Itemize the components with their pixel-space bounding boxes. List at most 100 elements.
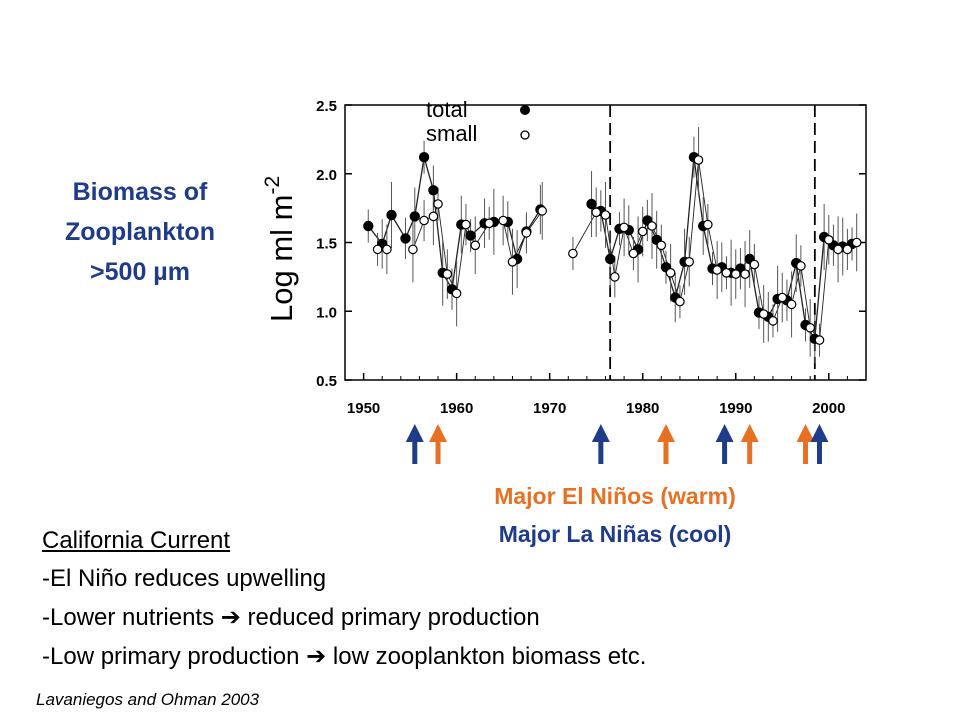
note-line-3-text-b: low zooplankton biomass etc. bbox=[326, 643, 647, 670]
el-nino-arrow-icon bbox=[429, 424, 448, 464]
right-arrow-icon: ➔ bbox=[220, 603, 241, 631]
data-point-small bbox=[740, 269, 750, 279]
side-title-line-3: >500 µm bbox=[90, 258, 190, 286]
data-point-small bbox=[372, 244, 383, 255]
data-point-small bbox=[656, 240, 667, 251]
data-point-total bbox=[363, 220, 374, 232]
data-point-small bbox=[442, 269, 453, 279]
legend-marker-small bbox=[520, 130, 530, 140]
el-nino-arrow-icon bbox=[796, 424, 815, 464]
data-point-small bbox=[842, 244, 853, 255]
data-point-small bbox=[702, 219, 713, 230]
data-point-small bbox=[619, 222, 629, 233]
el-nino-arrow-icon bbox=[740, 424, 759, 464]
note-line-1: -El Niño reduces upwelling bbox=[42, 560, 646, 598]
y-axis-label: Log ml m-2 bbox=[261, 176, 299, 322]
arrow-head bbox=[591, 424, 610, 442]
note-line-3-text-a: -Low primary production bbox=[42, 643, 307, 670]
data-point-small bbox=[521, 228, 532, 238]
y-tick-label-1.0: 1.0 bbox=[316, 304, 337, 321]
x-tick-label-1950: 1950 bbox=[347, 400, 380, 417]
data-point-small bbox=[805, 322, 815, 333]
la-nina-arrow-icon bbox=[810, 424, 829, 464]
la-nina-arrow-icon bbox=[405, 424, 424, 464]
data-point-small bbox=[749, 259, 760, 270]
series-line-total-0 bbox=[367, 157, 541, 292]
arrow-shaft bbox=[598, 436, 604, 464]
y-axis-label-superscript: -2 bbox=[261, 176, 284, 195]
data-point-small bbox=[408, 244, 418, 255]
x-tick-label-2000: 2000 bbox=[812, 400, 845, 417]
arrow-head bbox=[810, 424, 829, 442]
legend-label-small: small bbox=[426, 121, 477, 146]
legend-marker-total bbox=[520, 105, 530, 115]
data-point-small bbox=[786, 299, 797, 310]
data-point-small bbox=[568, 248, 578, 259]
legend-label-total: total bbox=[426, 97, 468, 122]
data-point-total bbox=[409, 211, 420, 222]
arrow-shaft bbox=[663, 436, 669, 464]
data-point-small bbox=[693, 155, 704, 165]
legend-el-nino: Major El Niños (warm) bbox=[494, 483, 736, 509]
side-title-line-1: Biomass of bbox=[72, 178, 208, 206]
data-point-total bbox=[465, 230, 476, 241]
data-point-small bbox=[537, 206, 547, 216]
data-point-small bbox=[758, 309, 769, 319]
data-point-small bbox=[833, 244, 843, 255]
arrow-shaft bbox=[412, 436, 418, 464]
side-title-line-2: Zooplankton bbox=[65, 218, 215, 246]
data-point-small bbox=[433, 199, 443, 209]
data-point-small bbox=[712, 265, 722, 275]
arrow-head bbox=[405, 424, 424, 442]
data-point-small bbox=[777, 292, 788, 303]
x-tick-label-1970: 1970 bbox=[533, 400, 566, 417]
y-tick-label-2.5: 2.5 bbox=[316, 98, 337, 115]
data-point-small bbox=[814, 335, 825, 345]
arrow-head bbox=[796, 424, 815, 442]
arrow-head bbox=[715, 424, 734, 442]
arrow-shaft bbox=[747, 436, 753, 464]
data-point-small bbox=[470, 240, 481, 251]
data-point-small bbox=[768, 316, 778, 326]
data-point-small bbox=[647, 221, 657, 231]
notes-heading: California Current bbox=[42, 527, 231, 554]
data-point-small bbox=[665, 267, 676, 278]
note-line-1-text: -El Niño reduces upwelling bbox=[42, 565, 327, 592]
y-tick-label-2.0: 2.0 bbox=[316, 167, 337, 184]
data-point-total bbox=[400, 233, 411, 244]
note-line-2-text-a: -Lower nutrients bbox=[42, 604, 221, 631]
data-point-small bbox=[382, 244, 392, 255]
note-line-2-text-b: reduced primary production bbox=[240, 604, 540, 631]
notes: California Current -El Niño reduces upwe… bbox=[42, 522, 646, 676]
y-tick-label-1.5: 1.5 bbox=[316, 236, 337, 253]
la-nina-arrow-icon bbox=[715, 424, 734, 464]
data-point-total bbox=[428, 185, 439, 196]
data-point-small bbox=[609, 272, 620, 282]
el-nino-arrow-icon bbox=[656, 424, 675, 464]
data-point-small bbox=[419, 215, 429, 226]
side-title: Biomass of Zooplankton >500 µm bbox=[30, 172, 250, 292]
data-point-total bbox=[586, 198, 597, 210]
arrow-shaft bbox=[803, 436, 809, 464]
note-line-3: -Low primary production ➔ low zooplankto… bbox=[42, 637, 646, 676]
data-point-small bbox=[461, 219, 471, 230]
citation: Lavaniegos and Ohman 2003 bbox=[36, 690, 260, 709]
data-point-small bbox=[498, 215, 508, 226]
data-point-small bbox=[428, 211, 439, 222]
data-point-small bbox=[851, 237, 862, 248]
arrow-shaft bbox=[816, 436, 822, 464]
right-arrow-icon: ➔ bbox=[306, 642, 327, 670]
data-point-small bbox=[721, 267, 732, 278]
data-point-small bbox=[628, 248, 639, 259]
data-point-small bbox=[637, 226, 648, 237]
data-point-small bbox=[730, 269, 741, 279]
data-point-small bbox=[451, 288, 462, 299]
data-point-small bbox=[600, 210, 611, 220]
note-line-2: -Lower nutrients ➔ reduced primary produ… bbox=[42, 598, 646, 637]
data-point-small bbox=[507, 256, 518, 267]
data-point-small bbox=[591, 207, 601, 218]
arrow-shaft bbox=[722, 436, 728, 464]
x-tick-label-1990: 1990 bbox=[719, 400, 752, 417]
